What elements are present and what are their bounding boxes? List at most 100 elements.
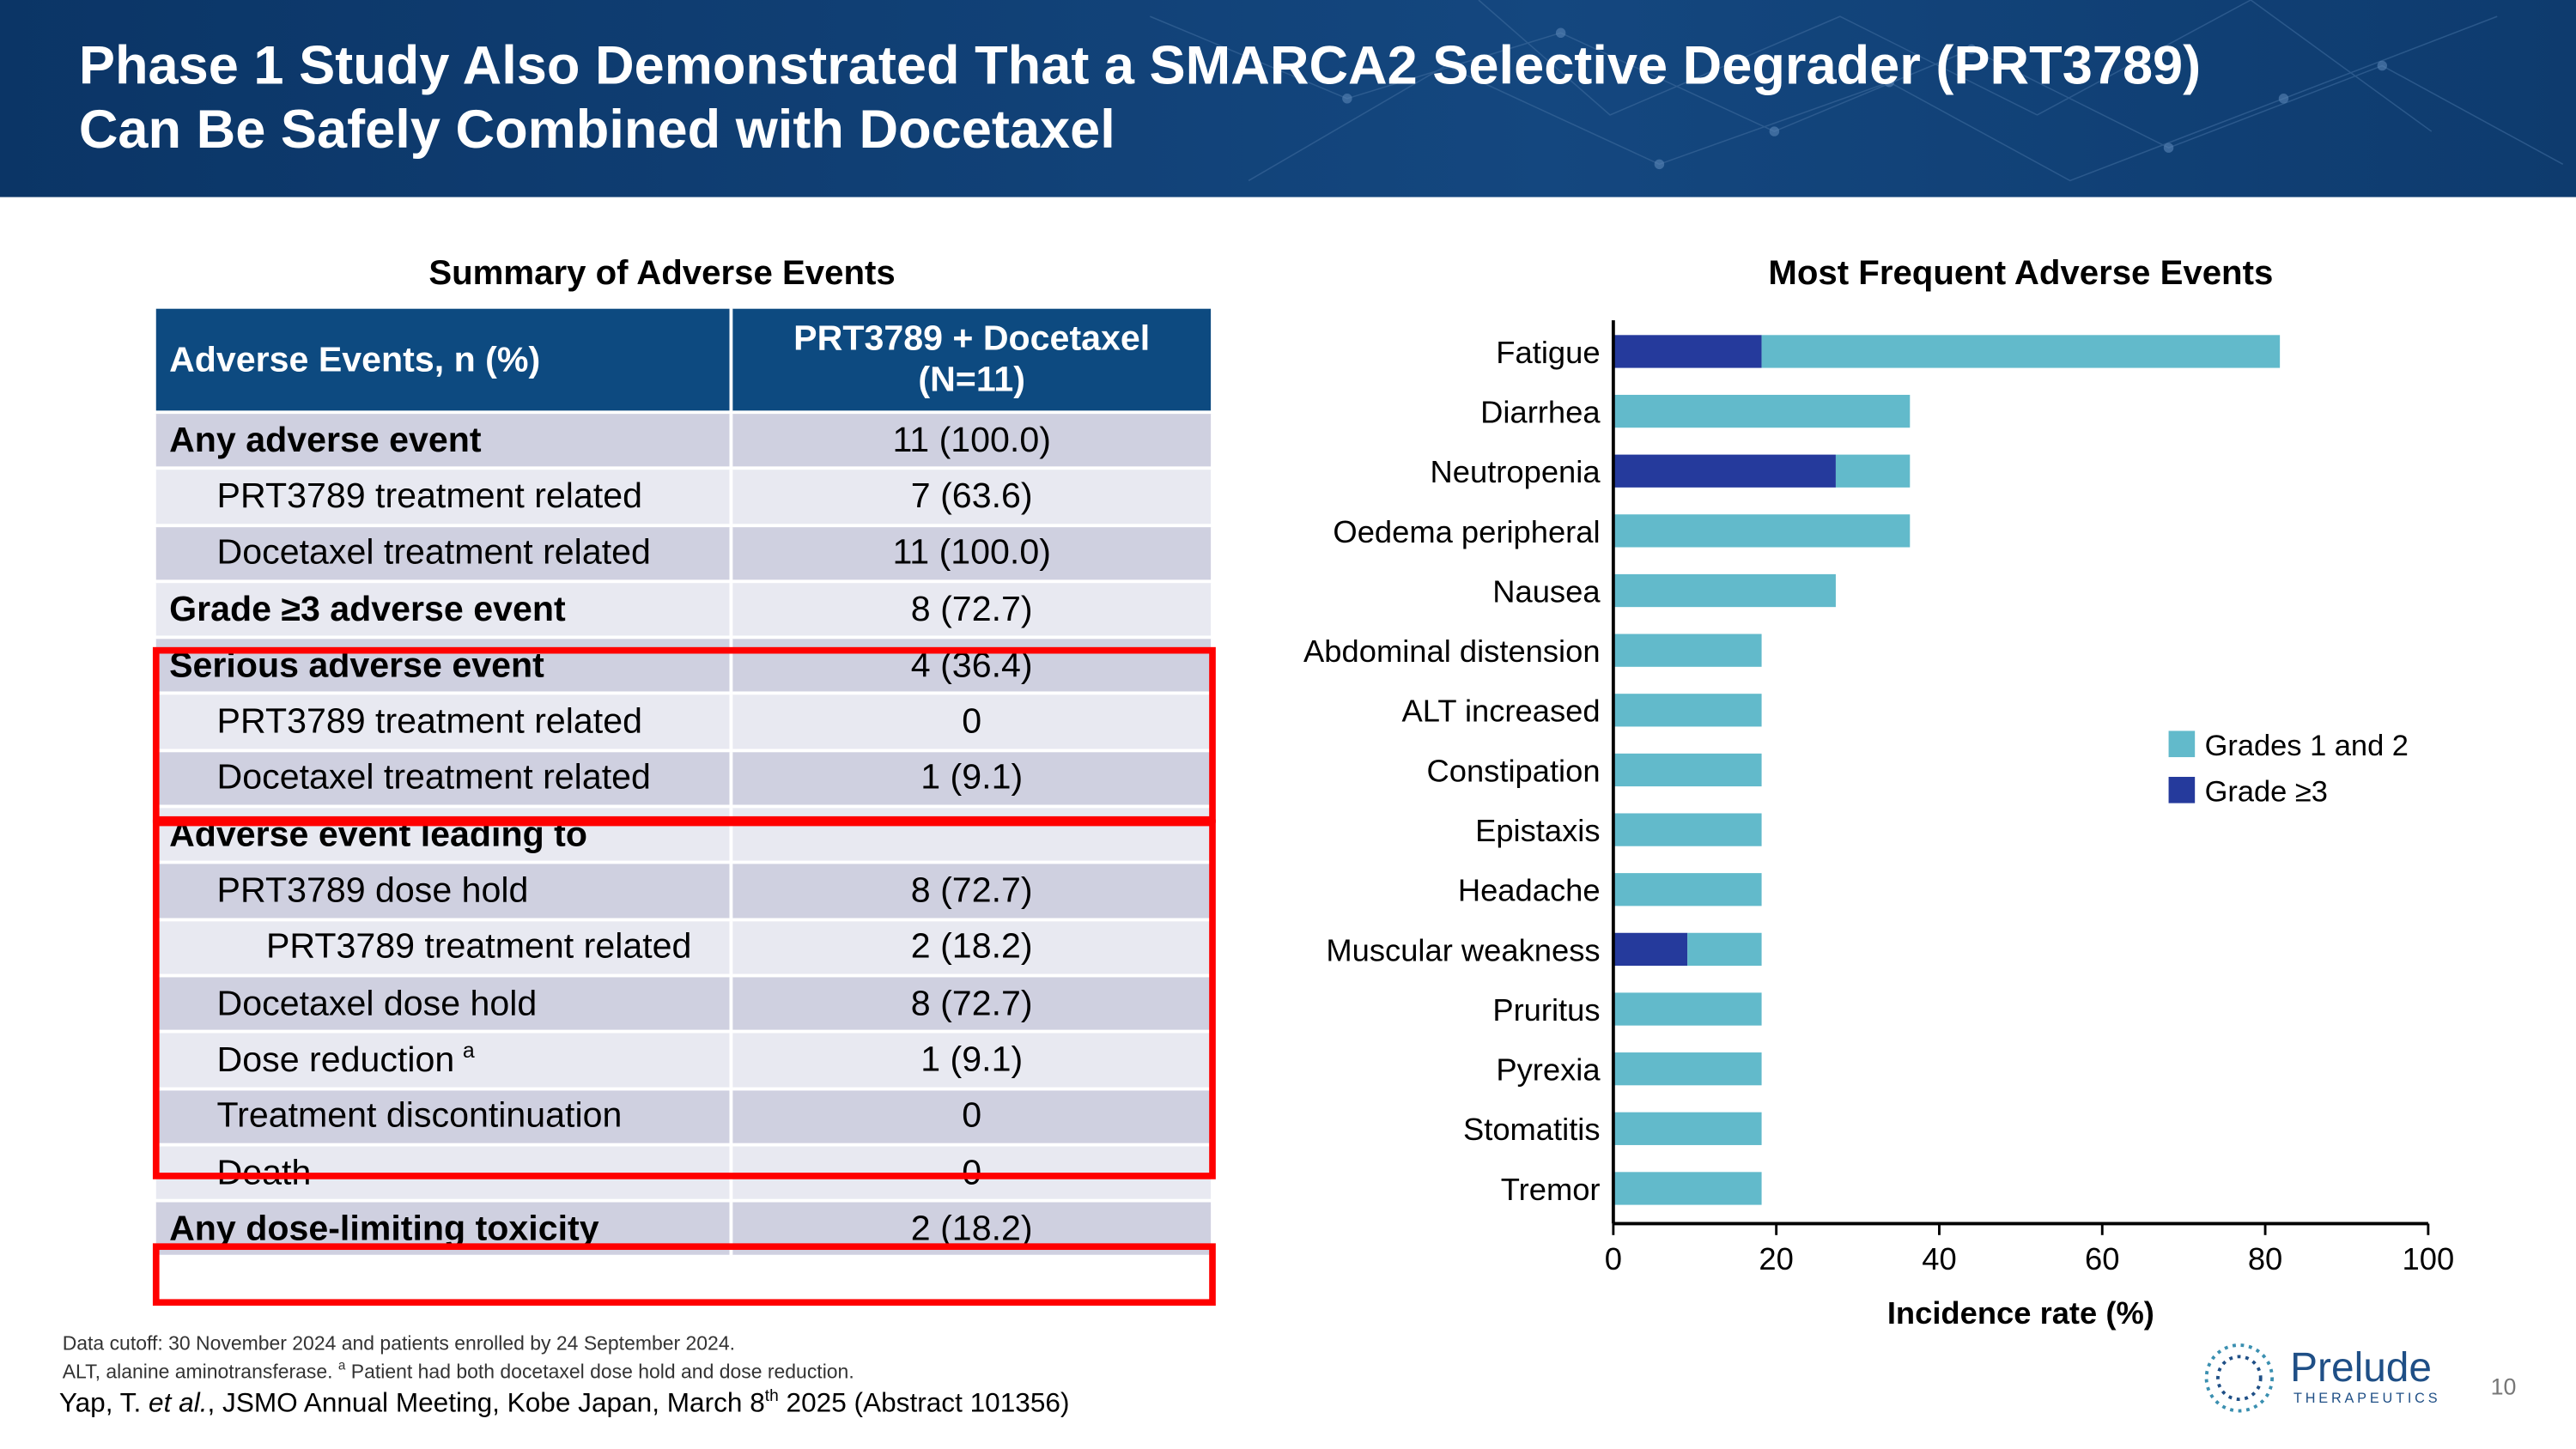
row-label: Treatment discontinuation bbox=[152, 1086, 733, 1147]
row-label: PRT3789 dose hold bbox=[152, 861, 733, 921]
table-header-row: Adverse Events, n (%) PRT3789 + Docetaxe… bbox=[152, 305, 1214, 415]
adverse-events-table: Adverse Events, n (%) PRT3789 + Docetaxe… bbox=[152, 305, 1214, 1259]
row-value: 0 bbox=[729, 692, 1214, 752]
table-row: Docetaxel treatment related 11 (100.0) bbox=[152, 523, 1214, 584]
table-row: Docetaxel treatment related 1 (9.1) bbox=[152, 749, 1214, 809]
category-label: Tremor bbox=[1501, 1172, 1601, 1207]
category-label: Stomatitis bbox=[1463, 1112, 1601, 1147]
bar-grade12 bbox=[1613, 1112, 1762, 1145]
highlight-box-leading-to bbox=[152, 819, 1216, 1179]
row-value bbox=[729, 804, 1214, 865]
x-tick-label: 80 bbox=[2248, 1241, 2282, 1276]
col-header-treatment: PRT3789 + Docetaxel (N=11) bbox=[729, 305, 1214, 415]
footnote-cutoff: Data cutoff: 30 November 2024 and patien… bbox=[62, 1331, 735, 1355]
bar-grade12 bbox=[1613, 394, 1911, 428]
x-tick-label: 20 bbox=[1759, 1241, 1793, 1276]
row-label-text: Treatment discontinuation bbox=[216, 1095, 623, 1136]
row-label-text: Any adverse event bbox=[169, 420, 482, 460]
title-line-1: Phase 1 Study Also Demonstrated That a S… bbox=[78, 34, 2202, 95]
bar-chart: Fatigue Diarrhea Neutropenia Oedema periphe… bbox=[1303, 320, 2455, 1331]
footnote-text-2: Patient had both docetaxel dose hold and… bbox=[345, 1360, 854, 1383]
row-value: 11 (100.0) bbox=[729, 410, 1214, 470]
row-label-text: Grade ≥3 adverse event bbox=[169, 588, 566, 628]
cite-meeting: , JSMO Annual Meeting, Kobe Japan, March… bbox=[207, 1388, 765, 1419]
x-tick-label: 100 bbox=[2403, 1241, 2455, 1276]
logo-sub: THERAPEUTICS bbox=[2293, 1391, 2440, 1406]
table-row: Dose reduction a 1 (9.1) bbox=[152, 1030, 1214, 1090]
table-row: Treatment discontinuation 0 bbox=[152, 1086, 1214, 1147]
col-header-line1: PRT3789 + Docetaxel bbox=[793, 318, 1151, 359]
row-label-text: Docetaxel treatment related bbox=[216, 532, 651, 573]
cite-etal: et al. bbox=[149, 1388, 208, 1419]
bar-grade12 bbox=[1613, 873, 1762, 906]
category-label: Pruritus bbox=[1492, 992, 1600, 1028]
row-label: Docetaxel treatment related bbox=[152, 523, 733, 584]
bar-grade3 bbox=[1613, 932, 1688, 967]
network-pattern bbox=[1150, 0, 2564, 182]
x-tick-label: 0 bbox=[1605, 1241, 1622, 1276]
title-line-2: Can Be Safely Combined with Docetaxel bbox=[78, 98, 1115, 160]
row-label: PRT3789 treatment related bbox=[152, 692, 733, 752]
row-label: Docetaxel treatment related bbox=[152, 749, 733, 809]
bar-grade12 bbox=[1613, 992, 1762, 1026]
row-label: PRT3789 treatment related bbox=[152, 466, 733, 527]
footnote-abbrev: ALT, alanine aminotransferase. a Patient… bbox=[63, 1358, 854, 1383]
table-row: PRT3789 dose hold 8 (72.7) bbox=[152, 861, 1214, 921]
table-row: PRT3789 treatment related 2 (18.2) bbox=[152, 917, 1214, 978]
row-label: Docetaxel dose hold bbox=[152, 973, 733, 1034]
col-header-line2: (N=11) bbox=[918, 360, 1026, 399]
row-value: 11 (100.0) bbox=[729, 523, 1214, 584]
x-tick-label: 60 bbox=[2085, 1241, 2119, 1276]
header-banner: Phase 1 Study Also Demonstrated That a S… bbox=[0, 0, 2576, 197]
legend-label: Grade ≥3 bbox=[2205, 776, 2328, 809]
row-value: 8 (72.7) bbox=[729, 861, 1214, 921]
table-title: Summary of Adverse Events bbox=[428, 254, 896, 293]
row-value: 7 (63.6) bbox=[729, 466, 1214, 527]
table-row: PRT3789 treatment related 7 (63.6) bbox=[152, 466, 1214, 527]
footnote-sup: a bbox=[337, 1358, 346, 1373]
table-row: Any adverse event 11 (100.0) bbox=[152, 410, 1214, 470]
row-label-text: Death bbox=[216, 1152, 312, 1192]
col-header-events: Adverse Events, n (%) bbox=[152, 305, 733, 415]
row-label: Any adverse event bbox=[152, 410, 733, 470]
table-row: Docetaxel dose hold 8 (72.7) bbox=[152, 973, 1214, 1034]
table-row: Grade ≥3 adverse event 8 (72.7) bbox=[152, 579, 1214, 640]
bar-grade12 bbox=[1613, 813, 1762, 846]
prelude-logo-mark: Prelude THERAPEUTICS bbox=[2204, 1343, 2440, 1413]
table-row: PRT3789 treatment related 0 bbox=[152, 692, 1214, 752]
bar-grade12 bbox=[1613, 634, 1762, 667]
bar-grade12 bbox=[1613, 573, 1836, 608]
category-label: Constipation bbox=[1427, 753, 1601, 788]
row-label-text: PRT3789 treatment related bbox=[216, 701, 643, 742]
table-row: Adverse event leading to bbox=[152, 804, 1214, 865]
prelude-logo: Prelude THERAPEUTICS bbox=[2195, 1334, 2458, 1433]
bar-grade12 bbox=[1613, 753, 1762, 787]
row-label: Grade ≥3 adverse event bbox=[152, 579, 733, 640]
category-label: ALT increased bbox=[1402, 694, 1601, 729]
bar-grade12 bbox=[1761, 335, 2281, 368]
chart-title: Most Frequent Adverse Events bbox=[1768, 254, 2274, 293]
category-label: Neutropenia bbox=[1431, 454, 1601, 489]
cite-sup: th bbox=[764, 1387, 779, 1406]
category-label: Fatigue bbox=[1496, 335, 1600, 370]
cite-author: Yap, T. bbox=[58, 1388, 149, 1419]
category-label: Muscular weakness bbox=[1326, 932, 1600, 967]
logo-name: Prelude bbox=[2290, 1345, 2432, 1391]
page-number: 10 bbox=[2490, 1373, 2517, 1400]
x-tick-label: 40 bbox=[1922, 1241, 1956, 1276]
row-value: 8 (72.7) bbox=[729, 973, 1214, 1034]
bar-grade12 bbox=[1613, 1052, 1762, 1086]
x-axis-label: Incidence rate (%) bbox=[1887, 1295, 2154, 1331]
row-label-text: PRT3789 treatment related bbox=[265, 926, 692, 967]
category-label: Headache bbox=[1458, 873, 1601, 908]
bar-grade3 bbox=[1613, 454, 1836, 488]
row-label-text: PRT3789 treatment related bbox=[216, 476, 643, 516]
footnote-text: ALT, alanine aminotransferase. bbox=[62, 1360, 338, 1383]
row-label-text: Dose reduction bbox=[216, 1040, 455, 1080]
row-value: 1 (9.1) bbox=[729, 749, 1214, 809]
highlight-box-serious bbox=[152, 646, 1216, 823]
row-value: 0 bbox=[729, 1086, 1214, 1147]
row-label-text: Docetaxel dose hold bbox=[216, 983, 538, 1023]
bar-grade12 bbox=[1613, 694, 1762, 727]
bar-grade12 bbox=[1613, 1172, 1762, 1205]
